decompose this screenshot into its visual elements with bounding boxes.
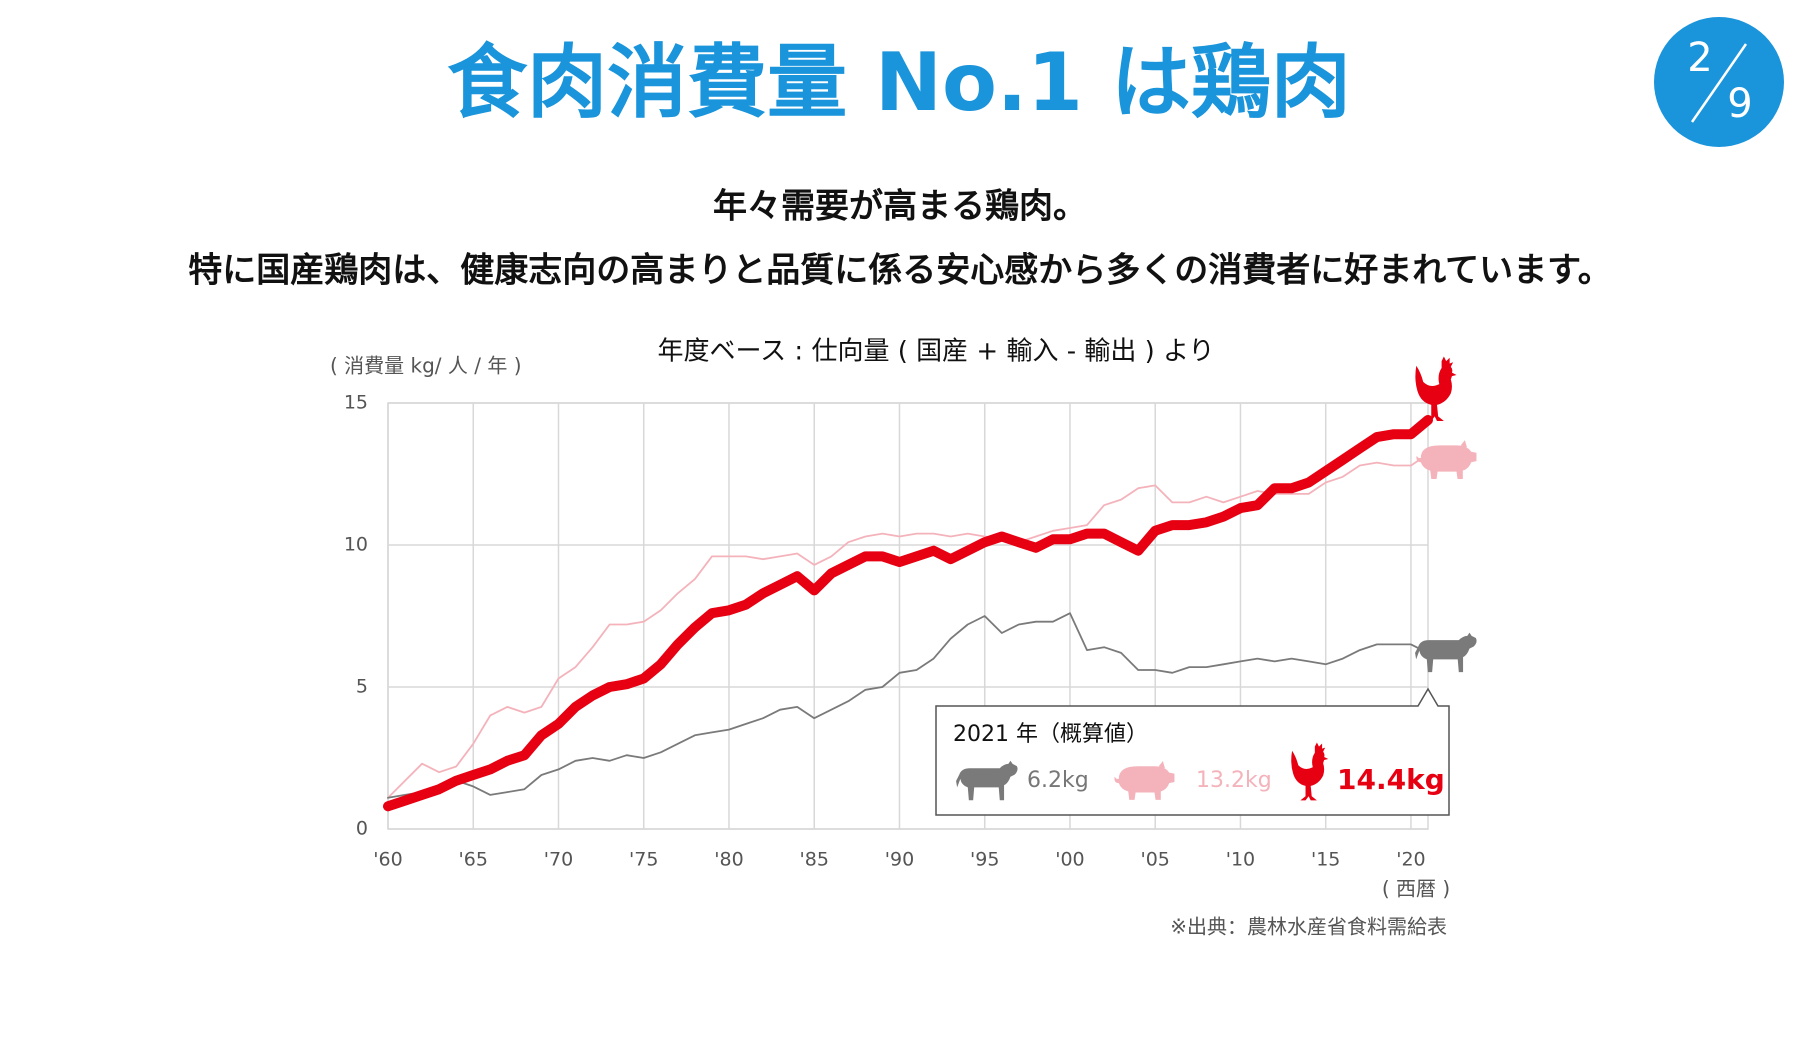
page-current: 2 xyxy=(1687,35,1712,81)
animal-icon xyxy=(1415,632,1477,673)
y-tick-label: 15 xyxy=(344,392,368,414)
y-tick-label: 10 xyxy=(344,534,368,556)
callout-title: 2021 年（概算値） xyxy=(953,722,1148,747)
x-tick-label: '15 xyxy=(1311,849,1340,871)
x-tick-label: '65 xyxy=(459,849,488,871)
animal-icon xyxy=(1416,440,1477,480)
x-tick-label: '85 xyxy=(800,849,829,871)
y-tick-label: 5 xyxy=(356,676,368,698)
y-tick-label: 0 xyxy=(356,818,368,840)
value-label: 14.4kg xyxy=(1337,763,1445,796)
y-axis-label: ( 消費量 kg/ 人 / 年 ) xyxy=(330,354,522,378)
x-tick-label: '70 xyxy=(544,849,573,871)
x-tick-label: '90 xyxy=(885,849,914,871)
callout-box xyxy=(935,687,1450,816)
series-line xyxy=(383,415,1433,812)
source-note: ※出典：農林水産省食料需給表 xyxy=(1170,915,1447,939)
animal-icon xyxy=(1415,356,1457,421)
chart-title: 年度ベース : 仕向量 ( 国産 + 輸入 - 輸出 ) より xyxy=(657,337,1214,367)
x-tick-label: '10 xyxy=(1226,849,1255,871)
x-tick-label: '05 xyxy=(1141,849,1170,871)
series-line xyxy=(387,612,1429,799)
badge-slash xyxy=(1690,43,1748,123)
x-axis-label: ( 西暦 ) xyxy=(1382,877,1450,901)
x-tick-label: '75 xyxy=(629,849,658,871)
x-tick-label: '60 xyxy=(373,849,402,871)
series-line xyxy=(387,453,1429,799)
x-tick-label: '80 xyxy=(714,849,743,871)
lead-line: 年々需要が高まる鶏肉。 xyxy=(713,187,1087,227)
page-total: 9 xyxy=(1727,81,1752,127)
value-label: 13.2kg xyxy=(1196,768,1272,793)
x-tick-label: '20 xyxy=(1396,849,1425,871)
x-tick-label: '00 xyxy=(1055,849,1084,871)
x-tick-label: '95 xyxy=(970,849,999,871)
slide-title: 食肉消費量 No.1 は鶏肉 xyxy=(447,36,1351,129)
lead-line: 特に国産鶏肉は、健康志向の高まりと品質に係る安心感から多くの消費者に好まれていま… xyxy=(188,251,1612,291)
value-label: 6.2kg xyxy=(1027,768,1089,793)
